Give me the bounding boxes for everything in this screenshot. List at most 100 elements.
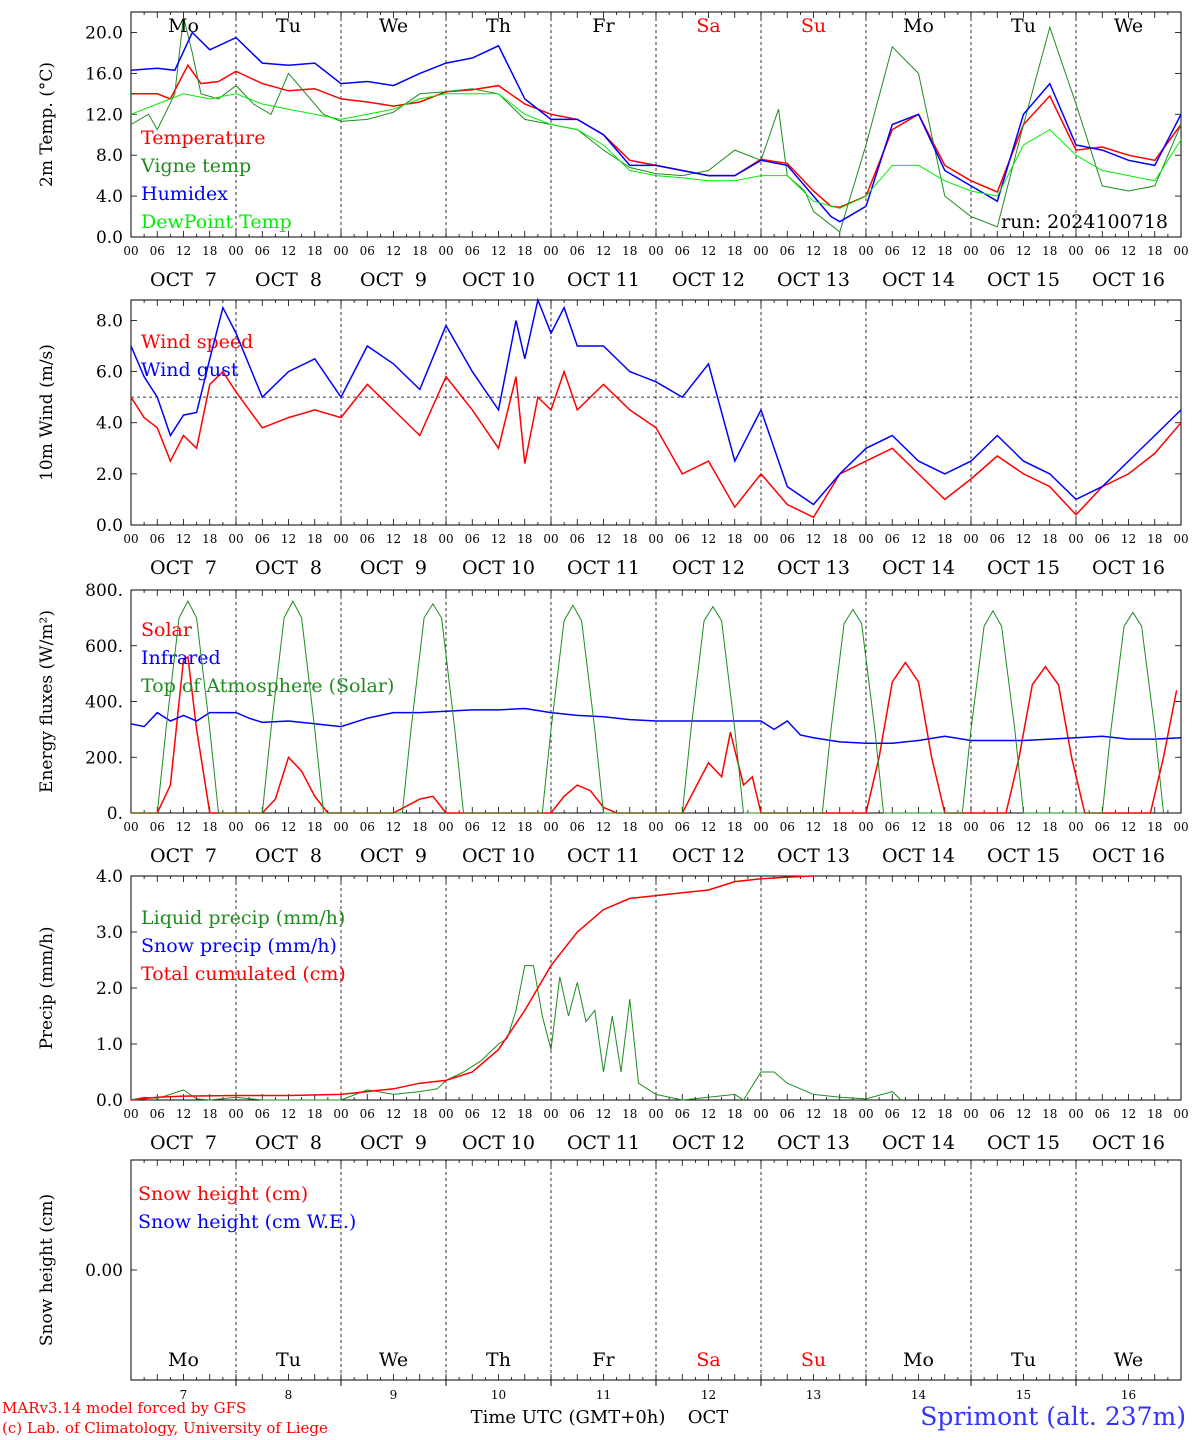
hour-tick-label: 18 — [1042, 820, 1057, 834]
hour-tick-label: 18 — [202, 820, 217, 834]
hour-tick-label: 06 — [255, 820, 270, 834]
y-tick-label: 0.0 — [96, 228, 123, 248]
hour-tick-label: 06 — [465, 532, 480, 546]
hour-tick-label: 06 — [465, 820, 480, 834]
hour-tick-label: 06 — [780, 820, 795, 834]
day-number-label: 9 — [390, 1388, 398, 1402]
date-label: OCT 14 — [882, 269, 955, 291]
hour-tick-label: 18 — [832, 1107, 847, 1121]
hour-tick-label: 12 — [1016, 1107, 1031, 1121]
date-label: OCT 8 — [255, 557, 322, 579]
hour-tick-label: 18 — [937, 1107, 952, 1121]
date-label: OCT 10 — [462, 269, 535, 291]
hour-tick-label: 18 — [622, 820, 637, 834]
hour-tick-label: 06 — [675, 1107, 690, 1121]
hour-tick-label: 06 — [360, 1107, 375, 1121]
y-tick-label: 200. — [85, 748, 123, 768]
legend-entry: Wind gust — [141, 359, 239, 381]
hour-tick-label: 06 — [360, 820, 375, 834]
day-number-label: 16 — [1121, 1388, 1136, 1402]
hour-tick-label: 18 — [202, 532, 217, 546]
hour-tick-label: 12 — [911, 1107, 926, 1121]
hour-tick-label: 12 — [701, 532, 716, 546]
hour-tick-label: 12 — [911, 532, 926, 546]
date-label: OCT 13 — [777, 557, 850, 579]
hour-tick-label: 00 — [438, 532, 453, 546]
date-label: OCT 9 — [360, 845, 427, 867]
hour-tick-label: 12 — [281, 244, 296, 258]
hour-tick-label: 00 — [1173, 532, 1188, 546]
day-of-week-label: We — [379, 15, 408, 37]
day-of-week-label: Tu — [1011, 1349, 1036, 1371]
date-label: OCT 16 — [1092, 1132, 1165, 1154]
legend-entry: Snow height (cm W.E.) — [138, 1211, 356, 1233]
day-of-week-label: We — [379, 1349, 408, 1371]
hour-tick-label: 12 — [596, 1107, 611, 1121]
date-label: OCT 9 — [360, 557, 427, 579]
y-tick-label: 600. — [85, 637, 123, 657]
y-tick-label: 20.0 — [85, 23, 123, 43]
date-label: OCT 7 — [150, 269, 217, 291]
hour-tick-label: 18 — [937, 820, 952, 834]
date-label: OCT 7 — [150, 845, 217, 867]
series-line-dewpoint-temp — [130, 93, 1182, 209]
hour-tick-label: 18 — [202, 244, 217, 258]
date-label: OCT 16 — [1092, 557, 1165, 579]
hour-tick-label: 18 — [832, 532, 847, 546]
hour-tick-label: 18 — [1147, 1107, 1162, 1121]
y-tick-label: 0.0 — [96, 516, 123, 536]
series-line-wind-gust — [130, 297, 1182, 506]
hour-tick-label: 00 — [333, 532, 348, 546]
station-label: Sprimont (alt. 237m) — [920, 1402, 1186, 1431]
day-number-label: 13 — [806, 1388, 821, 1402]
hour-tick-label: 00 — [858, 1107, 873, 1121]
hour-tick-label: 06 — [885, 244, 900, 258]
hour-tick-label: 00 — [648, 532, 663, 546]
hour-tick-label: 00 — [228, 1107, 243, 1121]
hour-tick-label: 12 — [176, 532, 191, 546]
y-tick-label: 8.0 — [96, 311, 123, 331]
hour-tick-label: 06 — [1095, 820, 1110, 834]
y-axis-label: 2m Temp. (°C) — [37, 62, 57, 187]
y-tick-label: 0.00 — [85, 1261, 123, 1281]
hour-tick-label: 18 — [307, 244, 322, 258]
hour-tick-label: 12 — [806, 1107, 821, 1121]
hour-tick-label: 00 — [543, 244, 558, 258]
y-tick-label: 2.0 — [96, 979, 123, 999]
date-label: OCT 13 — [777, 845, 850, 867]
hour-tick-label: 18 — [202, 1107, 217, 1121]
hour-tick-label: 12 — [386, 532, 401, 546]
hour-tick-label: 06 — [990, 532, 1005, 546]
hour-tick-label: 18 — [727, 244, 742, 258]
hour-tick-label: 18 — [1042, 244, 1057, 258]
hour-tick-label: 18 — [622, 244, 637, 258]
series-line-vigne-temp — [130, 16, 1182, 233]
hour-tick-label: 06 — [360, 532, 375, 546]
hour-tick-label: 00 — [228, 820, 243, 834]
hour-tick-label: 06 — [675, 532, 690, 546]
y-tick-label: 4.0 — [96, 187, 123, 207]
hour-tick-label: 00 — [333, 820, 348, 834]
day-number-label: 15 — [1016, 1388, 1031, 1402]
y-tick-label: 0. — [107, 804, 123, 824]
hour-tick-label: 12 — [386, 1107, 401, 1121]
date-label: OCT 7 — [150, 557, 217, 579]
legend-entry: Vigne temp — [140, 155, 251, 177]
hour-tick-label: 12 — [701, 244, 716, 258]
y-axis-label: Snow height (cm) — [37, 1194, 57, 1346]
hour-tick-label: 00 — [543, 532, 558, 546]
day-of-week-label: Su — [801, 15, 826, 37]
date-label: OCT 12 — [672, 845, 745, 867]
legend-entry: Temperature — [141, 127, 265, 149]
hour-tick-label: 12 — [1121, 532, 1136, 546]
hour-tick-label: 06 — [150, 532, 165, 546]
hour-tick-label: 12 — [281, 532, 296, 546]
date-label: OCT 8 — [255, 845, 322, 867]
hour-tick-label: 06 — [885, 1107, 900, 1121]
hour-tick-label: 12 — [281, 1107, 296, 1121]
hour-tick-label: 00 — [1173, 1107, 1188, 1121]
day-of-week-label: Mo — [903, 1349, 934, 1371]
date-label: OCT 15 — [987, 557, 1060, 579]
hour-tick-label: 00 — [123, 532, 138, 546]
date-label: OCT 12 — [672, 1132, 745, 1154]
